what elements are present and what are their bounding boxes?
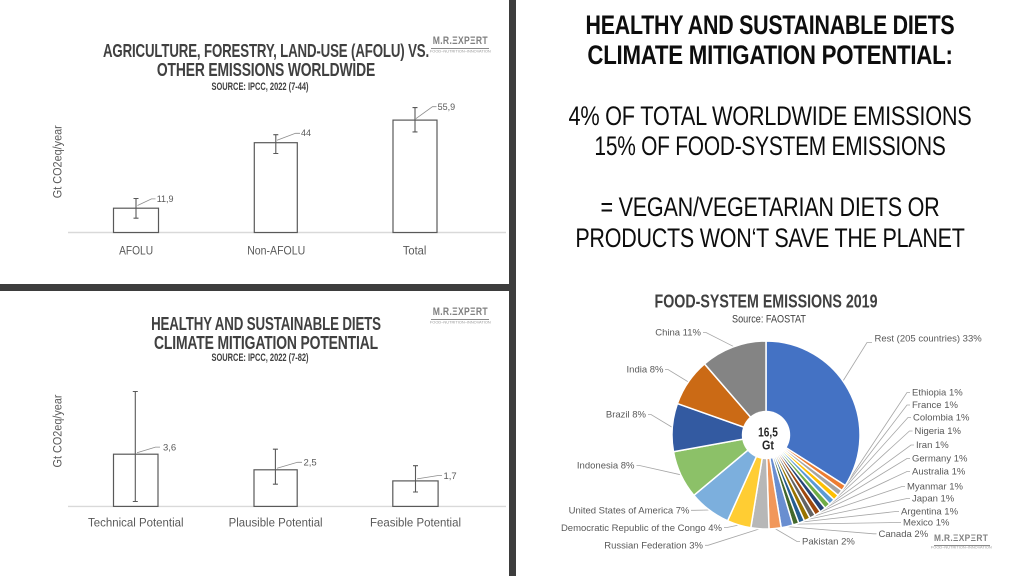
svg-text:FOOD-SYSTEM EMISSIONS 2019: FOOD-SYSTEM EMISSIONS 2019 (655, 291, 878, 312)
svg-text:Colombia 1%: Colombia 1% (913, 413, 970, 424)
svg-text:Source: FAOSTAT: Source: FAOSTAT (732, 314, 806, 326)
svg-text:Gt CO2eq/year: Gt CO2eq/year (51, 125, 65, 198)
svg-text:Nigeria 1%: Nigeria 1% (915, 426, 962, 437)
svg-text:55,9: 55,9 (438, 102, 456, 112)
svg-text:Iran 1%: Iran 1% (916, 440, 949, 451)
svg-text:Russian Federation 3%: Russian Federation 3% (604, 541, 703, 552)
svg-text:Democratic Republic of the Con: Democratic Republic of the Congo 4% (561, 523, 723, 534)
svg-text:Mexico 1%: Mexico 1% (903, 518, 950, 529)
svg-text:China 11%: China 11% (655, 328, 701, 339)
svg-text:Non-AFOLU: Non-AFOLU (247, 243, 305, 257)
svg-text:Feasible Potential: Feasible Potential (370, 515, 461, 529)
svg-text:Australia 1%: Australia 1% (912, 467, 966, 478)
svg-text:United States of America 7%: United States of America 7% (569, 506, 690, 517)
svg-text:2,5: 2,5 (304, 458, 317, 469)
svg-text:France 1%: France 1% (912, 400, 958, 411)
svg-text:11,9: 11,9 (157, 194, 174, 204)
svg-text:AFOLU: AFOLU (119, 243, 153, 257)
svg-text:Argentina 1%: Argentina 1% (901, 507, 959, 518)
svg-text:Germany 1%: Germany 1% (912, 454, 968, 465)
svg-text:Gt: Gt (762, 438, 775, 452)
svg-text:Ethiopia 1%: Ethiopia 1% (912, 388, 963, 399)
svg-text:Indonesia 8%: Indonesia 8% (577, 461, 635, 472)
svg-text:Technical Potential: Technical Potential (88, 515, 184, 529)
svg-text:44: 44 (301, 128, 311, 138)
svg-text:Japan 1%: Japan 1% (912, 494, 955, 505)
svg-text:Brazil 8%: Brazil 8% (606, 410, 647, 421)
svg-text:1,7: 1,7 (444, 471, 457, 482)
svg-text:India 8%: India 8% (627, 365, 665, 376)
svg-text:Total: Total (403, 243, 427, 257)
svg-text:Gt CO2eq/year: Gt CO2eq/year (51, 395, 65, 468)
svg-text:Plausible Potential: Plausible Potential (229, 515, 323, 529)
svg-text:Rest (205 countries) 33%: Rest (205 countries) 33% (875, 334, 983, 345)
svg-text:16,5: 16,5 (758, 425, 778, 439)
svg-text:3,6: 3,6 (163, 443, 176, 454)
svg-text:Myanmar 1%: Myanmar 1% (907, 482, 964, 493)
svg-text:Canada 2%: Canada 2% (879, 529, 929, 540)
svg-text:Pakistan 2%: Pakistan 2% (802, 537, 855, 548)
